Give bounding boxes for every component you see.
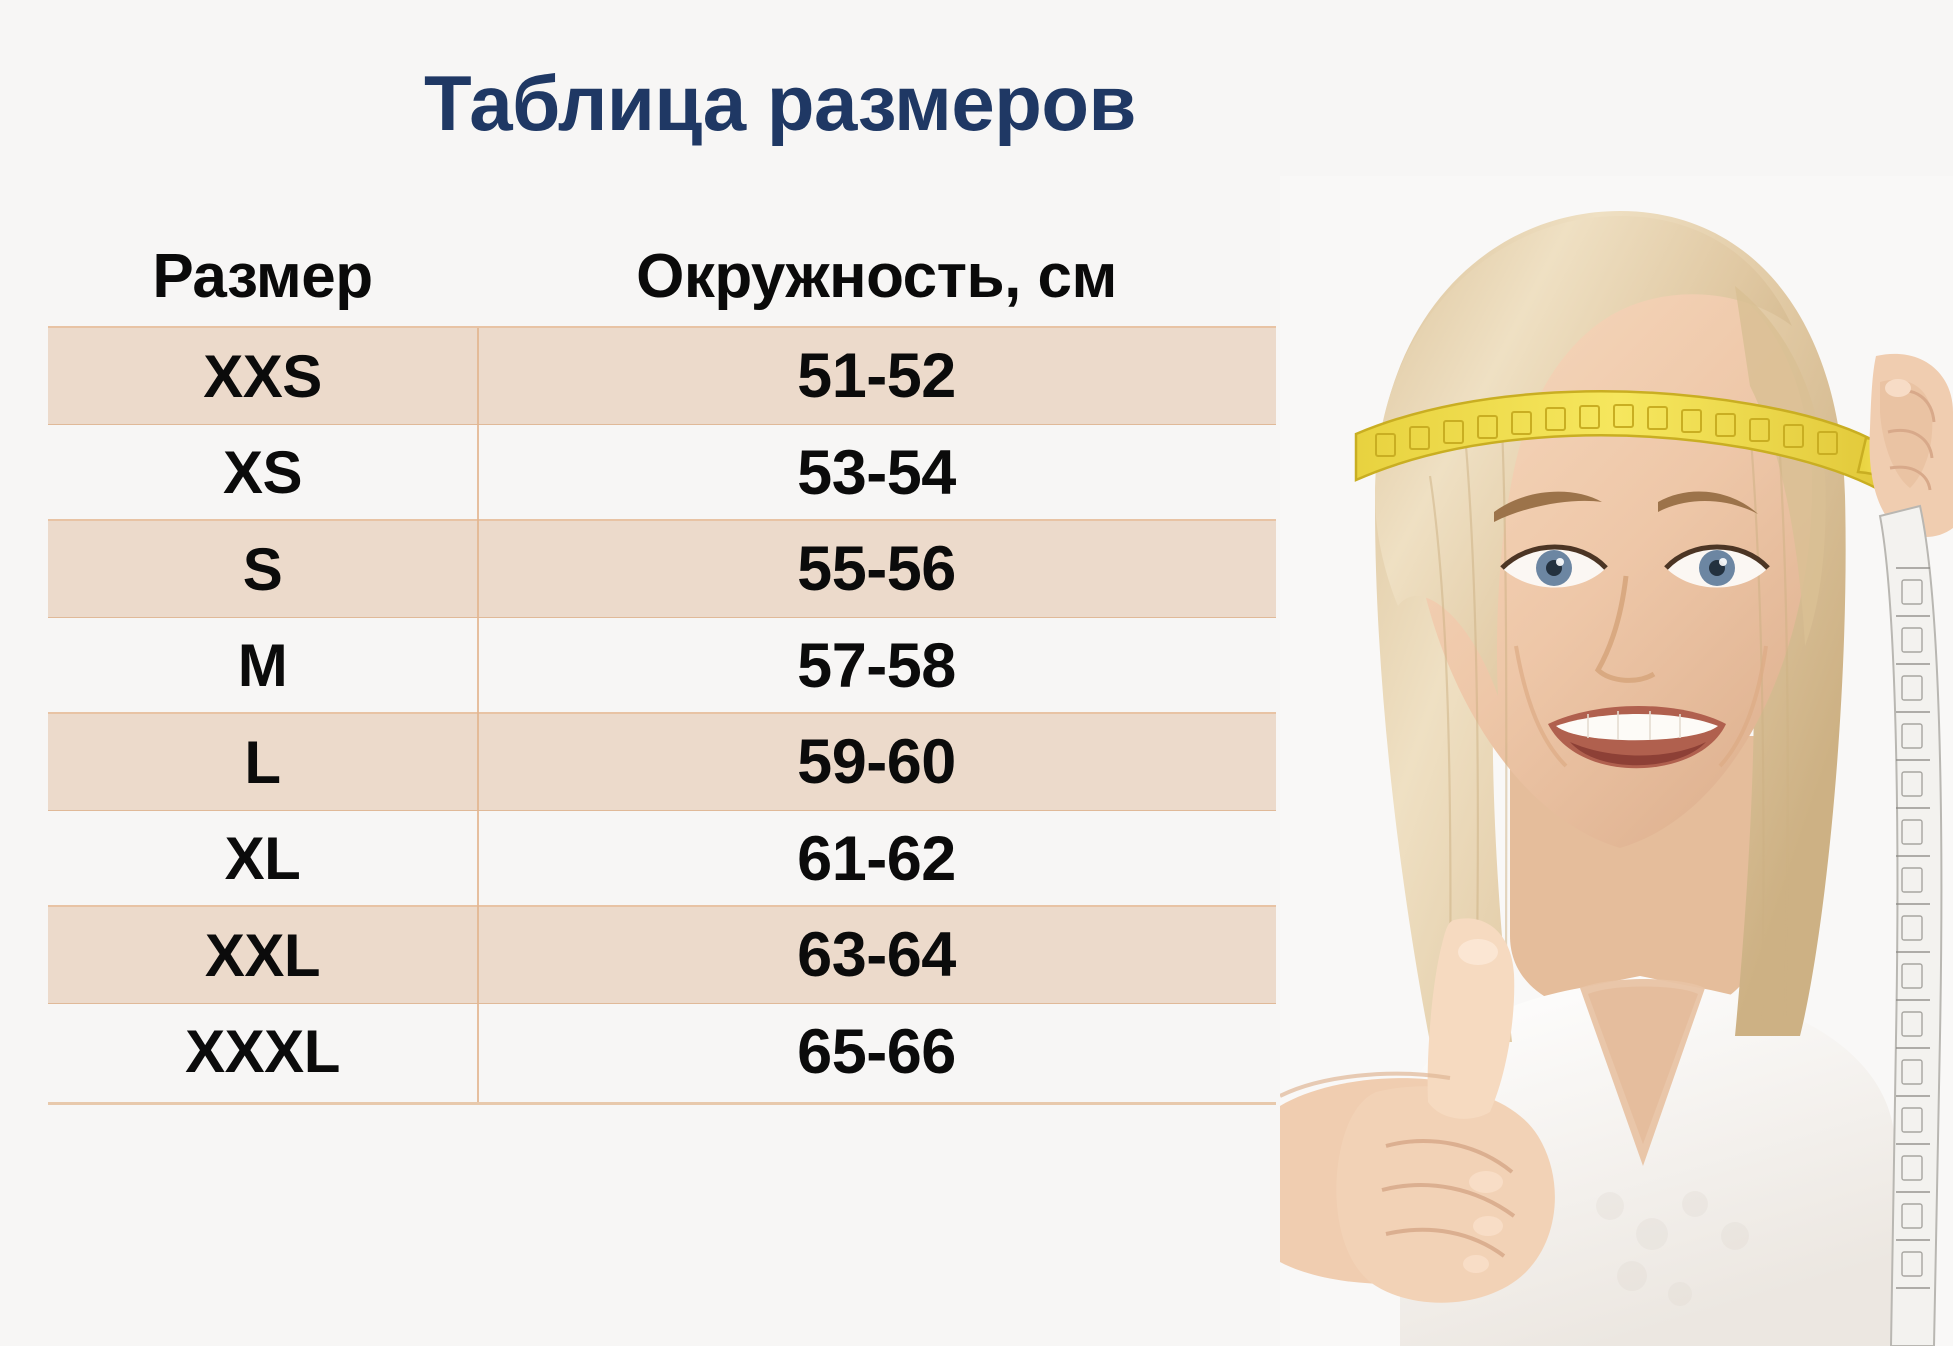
measuring-tape-white	[1878, 504, 1943, 1346]
column-header-size: Размер	[152, 241, 373, 311]
cell-circumference: 61-62	[797, 823, 956, 894]
page-title: Таблица размеров	[424, 59, 1136, 147]
nose-shape	[1594, 575, 1656, 683]
cell-circumference: 55-56	[797, 534, 956, 605]
mouth-shape	[1548, 706, 1726, 769]
right-eye	[1664, 544, 1770, 588]
size-table: Размер Окружность, см XXS 51-52 XS 53-54…	[48, 224, 1276, 1105]
cell-circumference: 53-54	[797, 437, 956, 508]
column-header-circumference: Окружность, см	[636, 241, 1117, 311]
table-row: XXL 63-64	[48, 905, 1276, 1004]
cell-size: L	[244, 728, 281, 796]
table-bottom-border	[48, 1102, 1276, 1105]
table-row: M 57-58	[48, 617, 1276, 714]
right-eyebrow	[1658, 491, 1758, 514]
table-row: S 55-56	[48, 519, 1276, 618]
model-photo	[1280, 176, 1953, 1346]
cell-size: XXXL	[185, 1018, 340, 1086]
cell-size: XL	[224, 825, 301, 893]
cell-circumference: 51-52	[797, 341, 956, 412]
cell-circumference: 57-58	[797, 630, 956, 701]
cell-size: S	[242, 535, 283, 603]
right-hand-holding-tape	[1869, 353, 1953, 538]
table-row: XS 53-54	[48, 424, 1276, 521]
cell-circumference: 59-60	[797, 727, 956, 798]
table-header-row: Размер Окружность, см	[48, 224, 1276, 328]
cell-size: M	[237, 632, 288, 700]
left-eye	[1500, 544, 1608, 588]
cell-size: XS	[222, 439, 303, 507]
table-row: L 59-60	[48, 712, 1276, 811]
shirt-lace-texture	[1596, 1191, 1749, 1306]
cell-size: XXL	[204, 921, 321, 989]
column-divider	[477, 328, 479, 1102]
thumbs-up-hand	[1280, 918, 1555, 1303]
hair-front-left	[1375, 216, 1792, 696]
cell-circumference: 65-66	[797, 1016, 956, 1087]
table-row: XXS 51-52	[48, 326, 1276, 425]
hair-strands	[1428, 425, 1789, 1033]
table-row: XL 61-62	[48, 810, 1276, 907]
tape-ticks	[1896, 567, 1930, 1289]
cell-circumference: 63-64	[797, 920, 956, 991]
table-row: XXXL 65-66	[48, 1003, 1276, 1100]
left-eyebrow	[1494, 491, 1602, 522]
cell-size: XXS	[203, 342, 322, 410]
